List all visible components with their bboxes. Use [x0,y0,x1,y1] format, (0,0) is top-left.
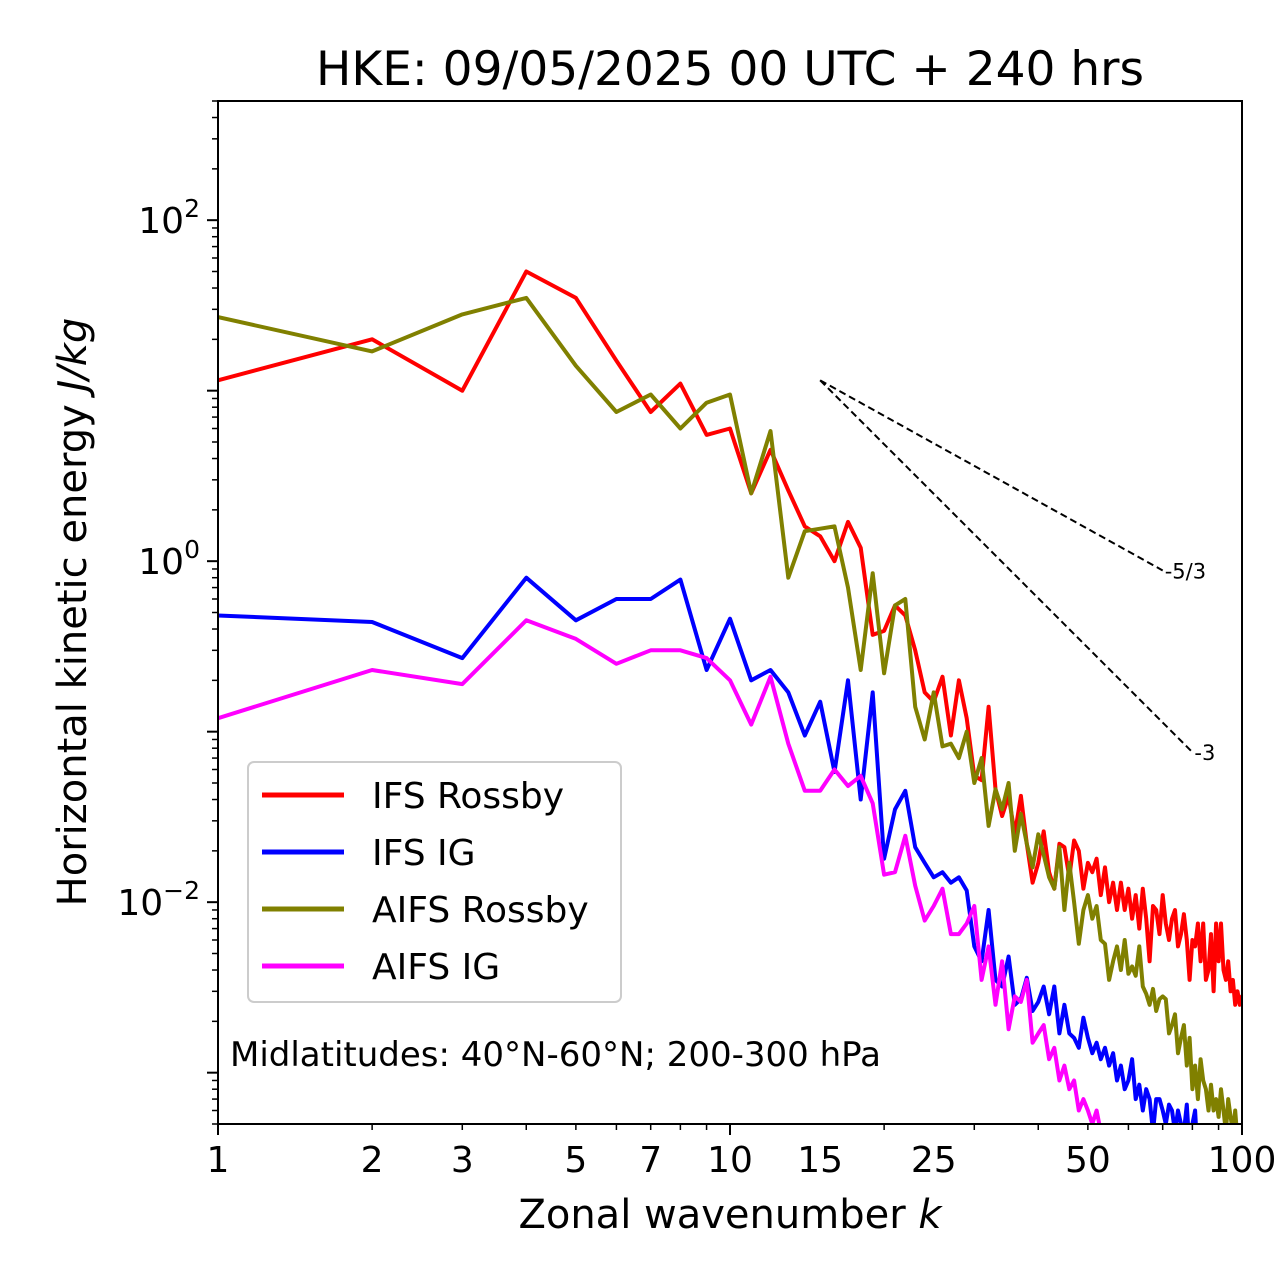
legend-label-ifs-rossby: IFS Rossby [372,776,564,817]
x-axis-title: Zonal wavenumber k [518,1192,943,1238]
series-line-aifs-ig [218,618,1102,1124]
x-axis: 1 2 3 5 7 10 15 25 50 100 [207,1124,1277,1181]
y-axis: 10−2 100 102 [117,100,218,1125]
x-tick-label: 3 [451,1140,474,1181]
region-annotation: Midlatitudes: 40°N-60°N; 200-300 hPa [230,1035,881,1075]
slope-label-minus-5-3: -5/3 [1165,559,1206,583]
series-line-aifs-rossby [218,295,1239,1124]
reference-lines: -5/3 -3 [819,379,1215,765]
x-tick-label: 7 [639,1140,662,1181]
y-tick-label: 102 [138,194,200,242]
y-axis-unit: J/kg [50,318,96,399]
x-tick-label: 5 [564,1140,587,1181]
legend-label-aifs-rossby: AIFS Rossby [372,890,589,931]
y-axis-title: Horizontal kinetic energy J/kg [50,318,96,907]
legend: IFS Rossby IFS IG AIFS Rossby AIFS IG [247,761,622,1003]
series-line-ifs-rossby [218,269,1242,1007]
legend-label-ifs-ig: IFS IG [372,833,476,874]
x-axis-symbol: k [918,1192,943,1238]
x-tick-label: 25 [911,1140,957,1181]
chart-title: HKE: 09/05/2025 00 UTC + 240 hrs [316,42,1144,97]
legend-label-aifs-ig: AIFS IG [372,947,500,988]
x-tick-label: 10 [707,1140,753,1181]
series-line-ifs-ig [218,575,1198,1124]
legend-frame [247,761,622,1003]
slope-line-minus-5-3 [819,379,1164,572]
x-tick-label: 100 [1208,1140,1277,1181]
slope-line-minus-3 [819,379,1194,753]
slope-label-minus-3: -3 [1194,741,1215,765]
x-axis-label: Zonal wavenumber [518,1192,906,1238]
x-tick-label: 1 [207,1140,230,1181]
series-layer [218,269,1242,1124]
y-axis-label: Horizontal kinetic energy [50,404,96,906]
x-tick-label: 2 [361,1140,384,1181]
y-tick-label: 100 [138,535,200,583]
x-tick-label: 50 [1065,1140,1111,1181]
y-tick-label: 10−2 [117,876,200,924]
x-tick-label: 15 [797,1140,843,1181]
